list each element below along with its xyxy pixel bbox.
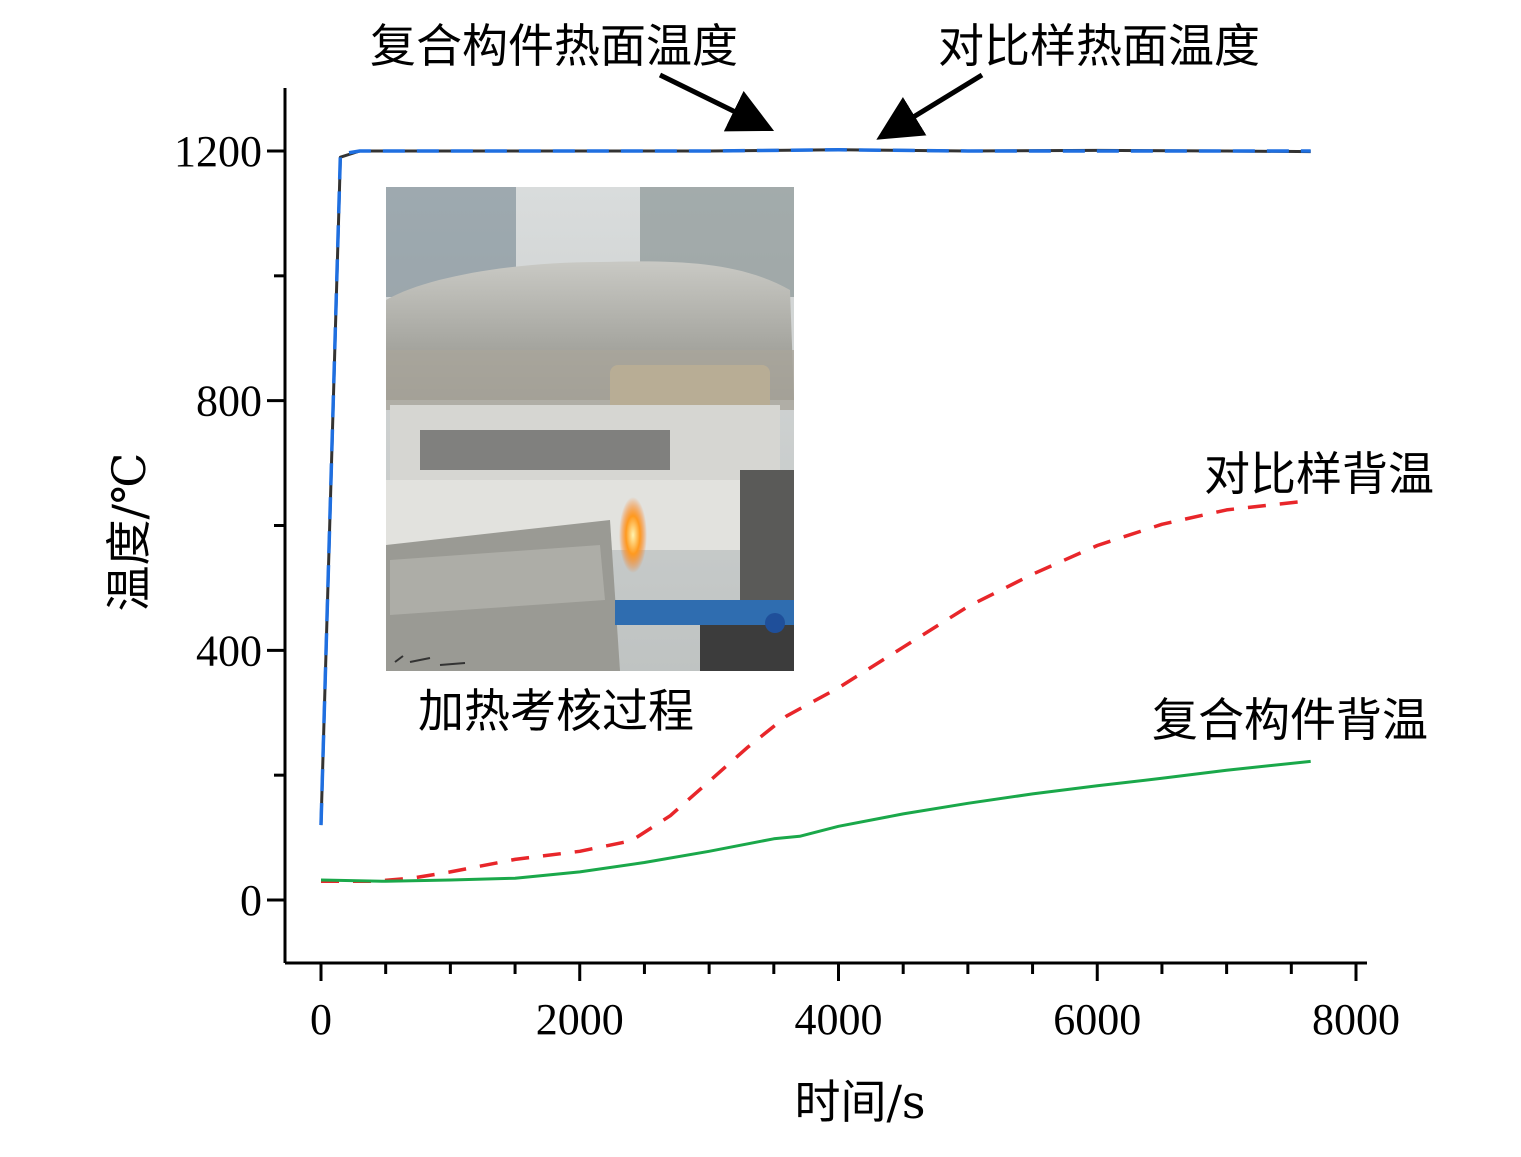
arrow-hot-composite [658,72,775,132]
series-line-0 [319,148,1311,826]
x-tick-label: 8000 [1312,995,1400,1044]
x-axis-title: 时间/s [794,1075,925,1129]
annotation-hot-composite: 复合构件热面温度 [370,19,738,73]
axes [267,88,1367,981]
y-tick-label: 1200 [174,127,262,176]
y-axis-title: 温度/℃ [102,453,156,612]
x-tick-label: 2000 [536,995,624,1044]
y-tick-label: 0 [240,876,262,925]
y-tick-label: 400 [196,626,262,675]
series-line-3 [320,759,1311,883]
annotation-back-composite: 复合构件背温 [1152,693,1428,747]
annotation-hot-reference: 对比样热面温度 [938,19,1260,73]
x-tick-label: 4000 [795,995,883,1044]
y-tick-labels: 0 400 800 1200 [174,127,262,925]
inset-caption: 加热考核过程 [418,684,694,738]
series-line-2 [321,498,1311,884]
x-tick-label: 0 [310,995,332,1044]
x-tick-labels: 0 2000 4000 6000 8000 [310,995,1400,1044]
y-tick-label: 800 [196,377,262,426]
y-minor-ticks [267,149,285,902]
inset-photo [386,187,794,671]
annotation-back-reference: 对比样背温 [1204,447,1434,501]
x-tick-label: 6000 [1053,995,1141,1044]
series-layer [319,148,1311,884]
x-minor-ticks [319,963,1358,981]
arrow-hot-reference [876,72,984,140]
